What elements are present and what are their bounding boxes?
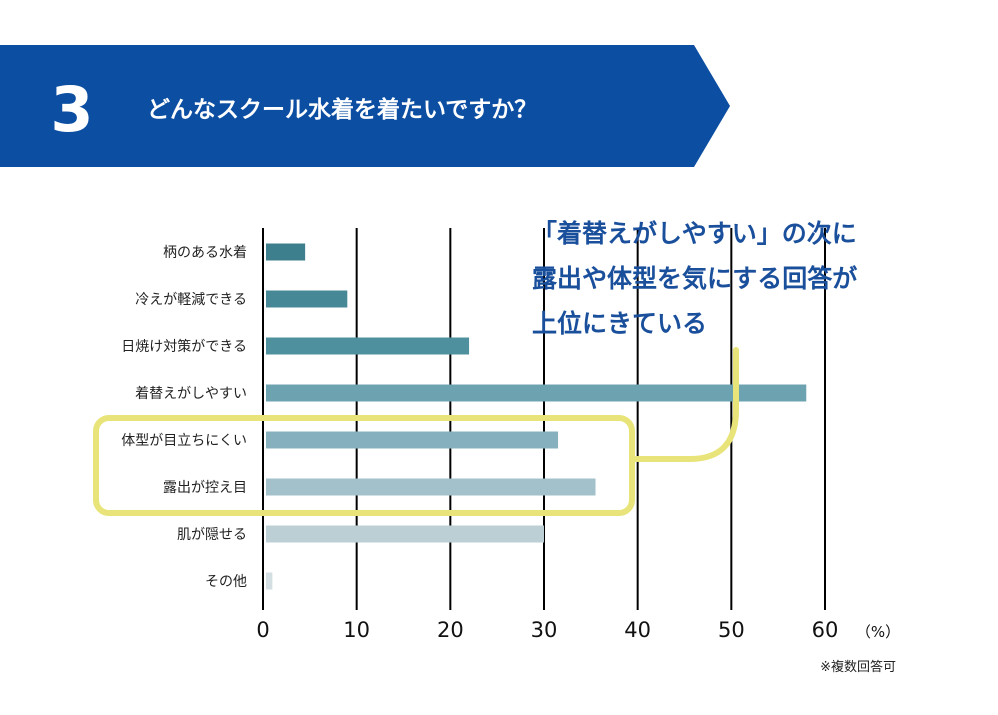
x-axis-unit: （%） (856, 623, 900, 641)
footnote: ※複数回答可 (820, 659, 896, 675)
x-tick-label-0: 0 (256, 618, 269, 642)
category-label-6: 露出が控え目 (163, 480, 247, 496)
callout-line-2: 露出や体型を気にする回答が (532, 264, 857, 293)
category-label-3: 日焼け対策ができる (121, 338, 247, 355)
category-label-5: 体型が目立ちにくい (121, 433, 247, 449)
x-tick-label-60: 60 (812, 618, 839, 642)
x-tick-label-50: 50 (718, 618, 745, 642)
callout-line-1: 「着替えがしやすい」の次に (532, 219, 857, 248)
x-tick-label-40: 40 (624, 618, 651, 642)
bar-series (266, 243, 807, 590)
category-label-8: その他 (205, 574, 247, 590)
bar-3 (266, 337, 470, 355)
bar-6 (266, 478, 596, 496)
bar-4 (266, 384, 807, 402)
bar-8 (266, 572, 273, 590)
category-label-7: 肌が隠せる (177, 527, 247, 543)
x-axis-tick-labels: 0 10 20 30 40 50 60 (256, 618, 838, 642)
callout-connector (633, 347, 739, 462)
highlight-box (93, 415, 635, 516)
x-tick-label-10: 10 (343, 618, 370, 642)
question-banner (0, 45, 730, 167)
bar-1 (266, 243, 306, 261)
x-tick-label-30: 30 (531, 618, 558, 642)
question-number: 3 (50, 73, 93, 146)
bar-2 (266, 290, 348, 308)
category-labels: 柄のある水着冷えが軽減できる日焼け対策ができる着替えがしやすい体型が目立ちにくい… (121, 245, 247, 590)
bar-7 (266, 525, 544, 543)
question-title: どんなスクール水着を着たいですか？ (147, 96, 537, 123)
x-tick-label-20: 20 (437, 618, 464, 642)
callout-line-3: 上位にきている (532, 309, 707, 338)
category-label-4: 着替えがしやすい (135, 386, 247, 402)
category-label-1: 柄のある水着 (163, 245, 247, 261)
bar-5 (266, 431, 559, 449)
category-label-2: 冷えが軽減できる (135, 291, 247, 308)
